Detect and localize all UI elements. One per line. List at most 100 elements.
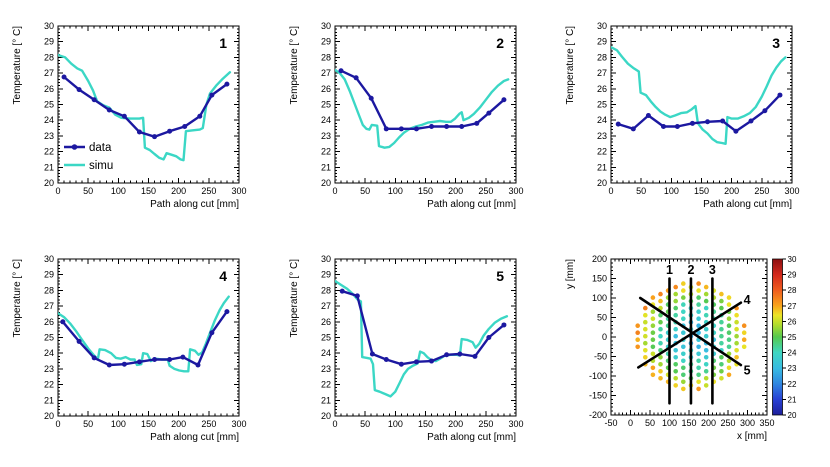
x-tick-label: 50 <box>83 419 93 429</box>
x-tick-label: 200 <box>448 186 463 196</box>
y-tick-label: 26 <box>597 84 607 94</box>
panel-4-chart: 0 50 100 150 200 250 300 20 21 22 23 24 25 26 27 28 29 30… <box>12 254 247 443</box>
data-point-marker <box>459 123 465 129</box>
sensor-dot <box>696 372 701 378</box>
sensor-dot <box>734 355 739 360</box>
axis-frame: 0 50 100 150 200 250 300 20 21 22 23 24 25 26 27 28 29 30… <box>289 21 524 210</box>
data-point-marker <box>674 123 680 129</box>
x-tick-label: 250 <box>478 186 493 196</box>
colorbar-tick-label: 28 <box>788 286 797 295</box>
data-point-marker <box>733 128 739 134</box>
series-simu <box>335 279 509 398</box>
sensor-dot <box>741 330 747 335</box>
y-tick-label: 24 <box>44 348 54 358</box>
data-point-marker <box>136 359 142 365</box>
data-point-marker <box>472 353 478 359</box>
y-tick-label: 30 <box>44 254 54 264</box>
panel-5-chart: 0 50 100 150 200 250 300 20 21 22 23 24 25 26 27 28 29 30… <box>289 254 524 443</box>
sensor-dot <box>734 348 739 353</box>
y-tick-label: 50 <box>597 313 607 323</box>
x-axis-title: Path along cut [mm] <box>150 199 239 210</box>
y-tick-label: 28 <box>44 52 54 62</box>
data-point-marker <box>339 288 345 294</box>
data-point-marker <box>413 359 419 365</box>
data-point-marker <box>353 75 359 81</box>
sensor-dot <box>734 340 739 346</box>
panel-number: 3 <box>772 35 780 51</box>
y-tick-label: 24 <box>597 115 607 125</box>
data-point-marker <box>748 118 754 124</box>
y-tick-label: 27 <box>44 68 54 78</box>
sensor-dot <box>673 291 678 297</box>
y-tick-label: 25 <box>321 100 331 110</box>
y-tick-label: 22 <box>321 380 331 390</box>
series-data <box>338 68 507 132</box>
colorbar-tick-label: 25 <box>788 333 797 342</box>
x-tick-label: -50 <box>604 418 617 428</box>
panel-1-chart: 0 50 100 150 200 250 300 20 21 22 23 24 25 26 27 28 29 30… <box>12 21 247 210</box>
sensor-dot <box>673 362 678 367</box>
data-point-marker <box>501 322 507 328</box>
sensor-dot <box>635 344 640 350</box>
sensor-dot <box>703 355 709 360</box>
sensor-dot <box>643 340 648 346</box>
data-point-marker <box>689 120 695 126</box>
sensor-dot <box>673 298 678 304</box>
data-point-marker <box>705 119 711 125</box>
x-tick-label: 150 <box>418 419 433 429</box>
x-tick-label: 250 <box>754 186 769 196</box>
sensor-dot <box>681 351 686 357</box>
sensor-dot <box>635 323 640 328</box>
panel-number: 1 <box>219 35 227 51</box>
y-tick-label: 25 <box>597 100 607 110</box>
x-axis-title: Path along cut [mm] <box>427 199 516 210</box>
sensor-dot <box>741 323 747 328</box>
y-tick-label: 24 <box>44 115 54 125</box>
sensor-dot <box>703 383 709 388</box>
x-tick-label: 100 <box>664 186 679 196</box>
legend-label-simu: simu <box>89 160 113 172</box>
axis-frame: 0 50 100 150 200 250 300 20 21 22 23 24 25 26 27 28 29 30… <box>12 21 247 210</box>
colorbar: 20 21 22 23 24 25 26 27 28 29 30 <box>772 255 797 420</box>
y-tick-label: 29 <box>44 270 54 280</box>
data-point-marker <box>429 358 435 364</box>
sensor-dot <box>635 337 640 342</box>
series-simu-line <box>58 53 232 162</box>
y-tick-label: 20 <box>321 178 331 188</box>
x-tick-label: 300 <box>784 186 799 196</box>
sensor-dot <box>650 323 656 328</box>
sensor-dot <box>703 305 709 311</box>
sensor-dot <box>719 291 724 297</box>
y-tick-label: 25 <box>44 333 54 343</box>
data-point-marker <box>369 351 375 357</box>
sensor-dot <box>741 337 747 342</box>
data-point-marker <box>209 92 215 98</box>
sensor-dot <box>658 369 663 374</box>
data-point-marker <box>195 362 201 368</box>
y-tick-label: 100 <box>592 293 607 303</box>
x-tick-label: 200 <box>171 186 186 196</box>
sensor-dot <box>703 284 709 290</box>
sensor-dot <box>696 386 701 392</box>
y-tick-label: 27 <box>321 68 331 78</box>
cut-label-3: 3 <box>709 263 716 277</box>
sensor-dot <box>719 362 724 367</box>
data-point-marker <box>106 107 112 113</box>
data-point-marker <box>209 330 215 336</box>
y-tick-label: 28 <box>321 52 331 62</box>
sensor-dot <box>719 319 724 325</box>
sensor-dot <box>696 288 701 293</box>
x-tick-label: 250 <box>720 418 735 428</box>
data-point-marker <box>486 110 492 116</box>
y-tick-label: 28 <box>321 285 331 295</box>
data-point-marker <box>615 121 621 127</box>
sensor-dot <box>673 284 678 290</box>
data-point-marker <box>645 112 651 118</box>
sensor-dot <box>658 362 663 367</box>
y-tick-label: 30 <box>321 21 331 31</box>
y-tick-label: 20 <box>44 411 54 421</box>
sensor-dot <box>658 319 663 325</box>
panel-5: 0 50 100 150 200 250 300 20 21 22 23 24 25 26 27 28 29 30… <box>277 233 554 466</box>
y-tick-label: 200 <box>592 254 607 264</box>
data-point-marker <box>486 335 492 340</box>
